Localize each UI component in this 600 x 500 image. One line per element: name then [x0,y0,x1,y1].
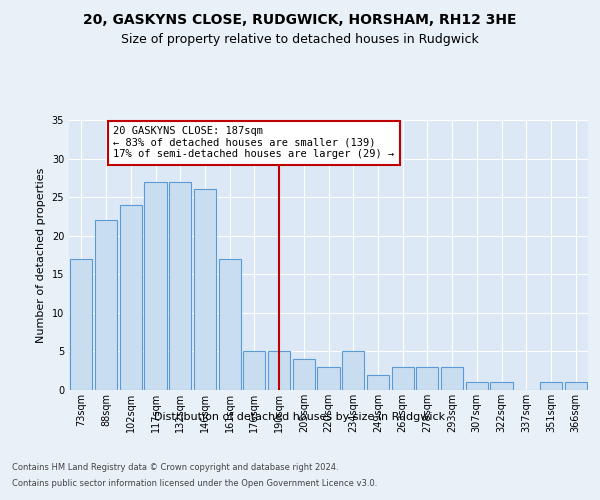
Bar [145,182,167,390]
Bar [119,205,142,390]
Bar [317,367,340,390]
Bar [268,352,290,390]
Bar [490,382,512,390]
Bar [540,382,562,390]
Bar [194,190,216,390]
Bar [441,367,463,390]
Text: Distribution of detached houses by size in Rudgwick: Distribution of detached houses by size … [154,412,446,422]
Text: 20, GASKYNS CLOSE, RUDGWICK, HORSHAM, RH12 3HE: 20, GASKYNS CLOSE, RUDGWICK, HORSHAM, RH… [83,12,517,26]
Text: 20 GASKYNS CLOSE: 187sqm
← 83% of detached houses are smaller (139)
17% of semi-: 20 GASKYNS CLOSE: 187sqm ← 83% of detach… [113,126,395,160]
Bar [565,382,587,390]
Text: Contains HM Land Registry data © Crown copyright and database right 2024.: Contains HM Land Registry data © Crown c… [12,462,338,471]
Bar [416,367,439,390]
Bar [392,367,414,390]
Bar [293,359,315,390]
Text: Contains public sector information licensed under the Open Government Licence v3: Contains public sector information licen… [12,479,377,488]
Bar [70,259,92,390]
Bar [342,352,364,390]
Bar [169,182,191,390]
Bar [466,382,488,390]
Text: Size of property relative to detached houses in Rudgwick: Size of property relative to detached ho… [121,32,479,46]
Bar [243,352,265,390]
Y-axis label: Number of detached properties: Number of detached properties [36,168,46,342]
Bar [95,220,117,390]
Bar [367,374,389,390]
Bar [218,259,241,390]
